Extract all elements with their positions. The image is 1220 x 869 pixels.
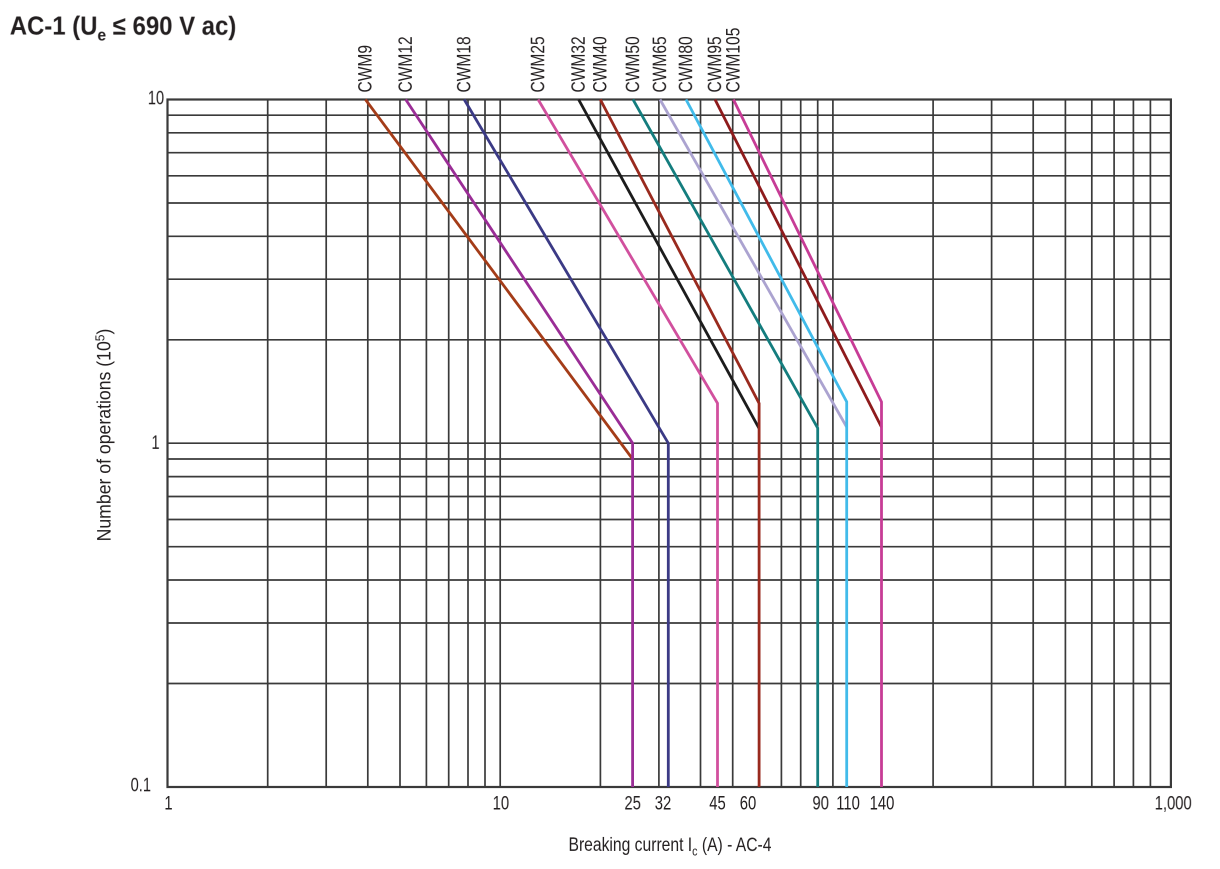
svg-text:CWM95: CWM95: [704, 36, 726, 92]
svg-text:90: 90: [812, 793, 828, 814]
svg-text:CWM105: CWM105: [722, 28, 744, 93]
svg-text:140: 140: [870, 793, 895, 814]
svg-text:CWM50: CWM50: [622, 36, 644, 92]
svg-text:25: 25: [624, 793, 640, 814]
svg-text:110: 110: [836, 793, 860, 814]
svg-text:CWM12: CWM12: [394, 36, 416, 92]
svg-text:Number of operations (105): Number of operations (105): [93, 329, 115, 542]
svg-text:CWM32: CWM32: [567, 36, 589, 92]
svg-text:1: 1: [164, 793, 172, 814]
svg-text:Breaking current Ic (A) - AC-4: Breaking current Ic (A) - AC-4: [568, 833, 771, 858]
svg-text:10: 10: [493, 793, 509, 814]
svg-text:32: 32: [655, 793, 671, 814]
svg-text:45: 45: [709, 793, 725, 814]
svg-text:CWM25: CWM25: [527, 36, 549, 92]
svg-text:60: 60: [740, 793, 756, 814]
svg-text:0.1: 0.1: [131, 774, 151, 795]
svg-text:CWM65: CWM65: [649, 36, 671, 92]
svg-text:10: 10: [148, 87, 164, 108]
svg-text:AC-1 (Ue ≤ 690 V ac): AC-1 (Ue ≤ 690 V ac): [10, 12, 236, 45]
svg-text:1,000: 1,000: [1155, 793, 1192, 814]
svg-text:CWM40: CWM40: [589, 36, 611, 92]
svg-text:CWM18: CWM18: [453, 36, 475, 92]
svg-text:CWM80: CWM80: [675, 36, 697, 92]
svg-text:CWM9: CWM9: [354, 45, 376, 93]
svg-text:1: 1: [151, 432, 159, 453]
